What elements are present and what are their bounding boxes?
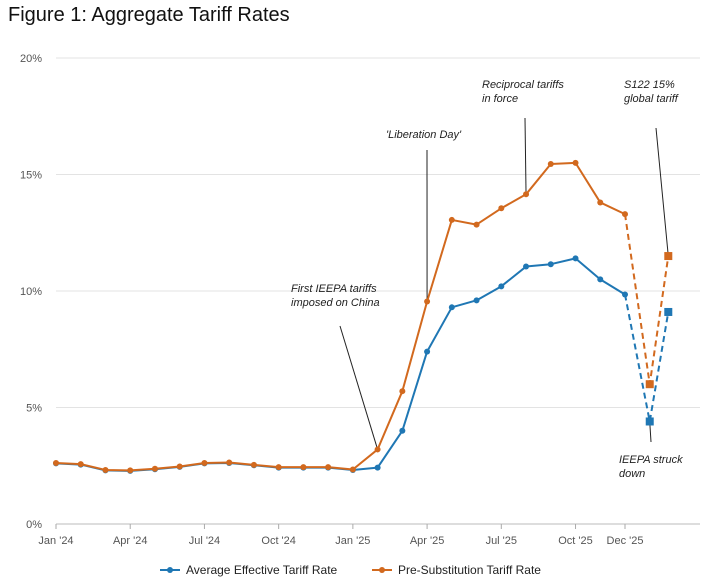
annotation-text: imposed on China [291, 297, 380, 309]
y-tick-label: 15% [20, 170, 42, 182]
legend-label: Average Effective Tariff Rate [186, 563, 338, 577]
data-point [201, 459, 208, 466]
data-point [597, 199, 604, 206]
y-tick-label: 20% [20, 53, 42, 65]
data-point [523, 263, 530, 270]
data-point [597, 276, 604, 283]
data-point [151, 465, 158, 472]
projected-point [645, 417, 654, 426]
x-tick-label: Oct '25 [558, 535, 593, 547]
x-tick-label: Jul '24 [189, 535, 220, 547]
data-point [622, 291, 628, 298]
data-point [547, 261, 554, 268]
data-point [127, 467, 134, 474]
annotation-text: down [619, 468, 645, 480]
x-tick-label: Jul '25 [486, 535, 517, 547]
y-tick-label: 10% [20, 286, 42, 298]
annotation-leader-line [655, 127, 669, 257]
data-point [77, 461, 84, 468]
data-point [325, 464, 332, 471]
legend-swatch-marker [167, 567, 173, 573]
data-point [473, 297, 480, 304]
series-line-2 [55, 161, 626, 472]
series-projection-2 [624, 213, 670, 385]
x-tick-label: Apr '24 [113, 535, 148, 547]
data-point [572, 159, 579, 166]
data-point [176, 463, 183, 470]
data-point [473, 221, 480, 228]
data-point [374, 446, 381, 453]
annotation-text: S122 15% [624, 79, 675, 91]
legend-label: Pre-Substitution Tariff Rate [398, 563, 541, 577]
data-point [572, 255, 579, 262]
annotation-leader-line [524, 117, 527, 195]
data-point [498, 205, 505, 212]
projected-point [664, 307, 673, 316]
data-point [547, 161, 554, 168]
annotation-text: 'Liberation Day' [386, 129, 462, 141]
data-point [349, 466, 356, 473]
data-point [424, 298, 431, 305]
data-point [53, 459, 59, 466]
annotation-text: Reciprocal tariffs [482, 79, 564, 91]
annotation-text: IEEPA struck [619, 454, 683, 466]
chart-title: Figure 1: Aggregate Tariff Rates [8, 4, 290, 26]
data-point [399, 388, 406, 395]
data-point [399, 427, 406, 434]
x-tick-label: Jan '24 [38, 535, 73, 547]
x-tick-label: Apr '25 [410, 535, 445, 547]
annotation-text: global tariff [624, 93, 679, 105]
annotation-text: in force [482, 93, 518, 105]
data-point [250, 461, 257, 468]
legend-swatch-marker [379, 567, 385, 573]
y-tick-label: 5% [26, 403, 42, 415]
x-tick-label: Jan '25 [335, 535, 370, 547]
data-point [102, 466, 109, 473]
x-tick-label: Oct '24 [261, 535, 296, 547]
data-point [622, 211, 628, 218]
x-tick-label: Dec '25 [607, 535, 644, 547]
data-point [498, 283, 505, 290]
y-tick-label: 0% [26, 519, 42, 531]
data-point [523, 191, 530, 198]
data-point [374, 464, 381, 471]
projected-point [645, 380, 654, 389]
data-point [275, 464, 282, 471]
series-projection-1 [624, 294, 670, 422]
data-point [300, 464, 307, 471]
annotation-text: First IEEPA tariffs [291, 283, 377, 295]
data-point [448, 216, 455, 223]
data-point [226, 459, 233, 466]
projected-point [664, 252, 673, 261]
annotation-leader-line [339, 325, 379, 450]
data-point [424, 348, 431, 355]
data-point [448, 304, 455, 311]
